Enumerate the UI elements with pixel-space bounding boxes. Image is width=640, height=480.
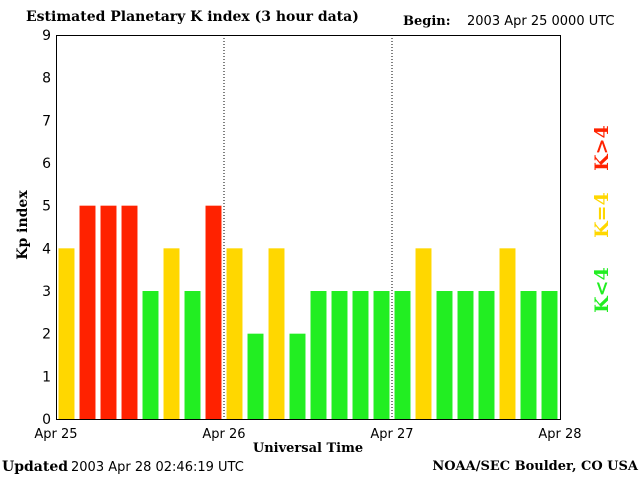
legend: K>4 K=4 K<4 <box>591 125 613 313</box>
kp-bar <box>394 291 411 419</box>
begin-value: 2003 Apr 25 0000 UTC <box>467 14 615 29</box>
y-tick-label: 2 <box>42 327 51 343</box>
legend-label: K<4 <box>591 267 613 313</box>
kp-bar <box>541 291 558 419</box>
kp-bar <box>289 333 306 419</box>
y-tick-label: 3 <box>42 284 51 300</box>
kp-bar <box>268 248 285 419</box>
kp-bar <box>352 291 369 419</box>
updated-timestamp: 2003 Apr 28 02:46:19 UTC <box>71 460 244 475</box>
kp-bar <box>457 291 474 419</box>
kp-bar <box>478 291 495 419</box>
y-tick-label: 1 <box>42 369 51 385</box>
day-separators <box>223 35 393 419</box>
kp-bar <box>100 205 117 419</box>
kp-bar <box>226 248 243 419</box>
legend-label: K=4 <box>591 192 613 238</box>
kp-bar <box>184 291 201 419</box>
begin-label: Begin: <box>403 14 451 29</box>
plot-frame <box>56 35 561 420</box>
axis-labels: 0 1 2 3 4 5 6 7 8 9 Apr 25 Apr 26 Apr 27 Apr 28 Univer… <box>15 28 582 456</box>
chart-title: Estimated Planetary K index (3 hour data… <box>26 9 359 25</box>
x-axis-title: Universal Time <box>253 441 363 456</box>
kp-bar <box>499 248 516 419</box>
y-tick-label: 5 <box>42 199 51 215</box>
kp-bar <box>205 205 222 419</box>
y-tick-label: 9 <box>42 28 51 44</box>
kp-bar <box>310 291 327 419</box>
bars-group <box>58 205 558 419</box>
kp-chart: 0 1 2 3 4 5 6 7 8 9 Apr 25 Apr 26 Apr 27 Apr 28 Univer… <box>15 28 613 456</box>
y-axis-title: Kp index <box>15 190 31 260</box>
kp-bar <box>331 291 348 419</box>
kp-bar <box>142 291 159 419</box>
kp-bar <box>520 291 537 419</box>
updated-label: Updated <box>2 459 69 475</box>
y-tick-label: 6 <box>42 156 51 172</box>
kp-bar <box>121 205 138 419</box>
kp-bar <box>373 291 390 419</box>
x-tick-label: Apr 27 <box>370 427 413 442</box>
x-tick-label: Apr 25 <box>34 427 77 442</box>
kp-bar <box>436 291 453 419</box>
y-tick-label: 0 <box>42 412 51 428</box>
y-tick-label: 8 <box>42 71 51 87</box>
legend-label: K>4 <box>591 125 613 171</box>
kp-bar <box>415 248 432 419</box>
kp-bar <box>79 205 96 419</box>
x-tick-label: Apr 26 <box>202 427 245 442</box>
y-tick-label: 7 <box>42 113 51 129</box>
x-tick-label: Apr 28 <box>538 427 581 442</box>
credit-line: NOAA/SEC Boulder, CO USA <box>432 459 638 474</box>
kp-bar <box>58 248 75 419</box>
kp-bar <box>247 333 264 419</box>
kp-bar <box>163 248 180 419</box>
y-tick-label: 4 <box>42 241 51 257</box>
